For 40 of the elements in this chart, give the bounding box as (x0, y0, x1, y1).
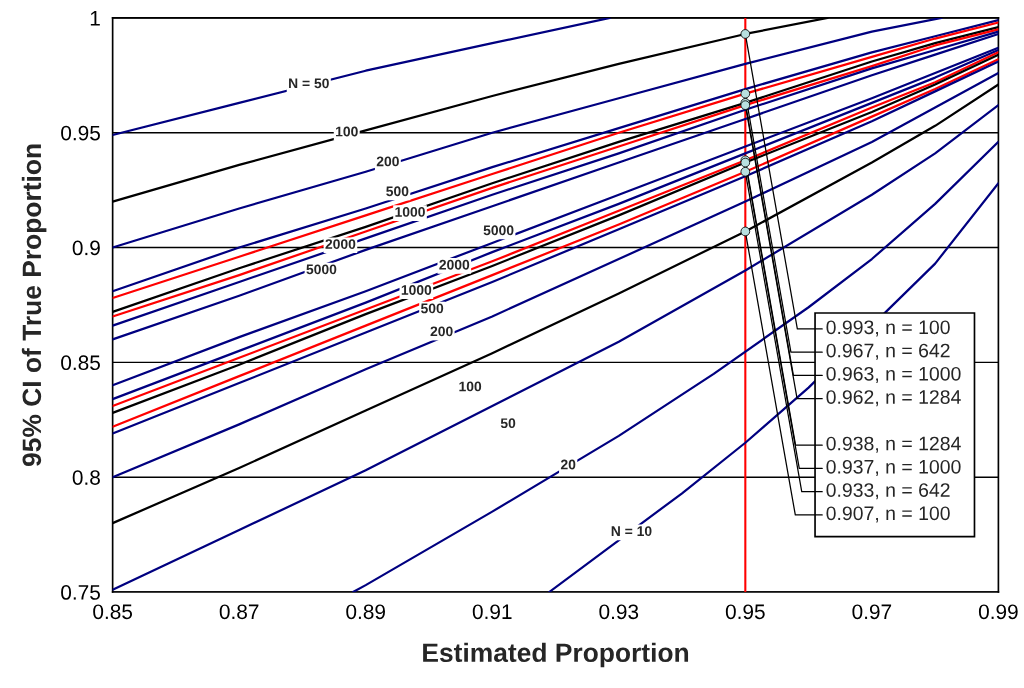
annotation: N = 10 (611, 526, 652, 537)
annotation: 2000 (325, 239, 356, 249)
annotation: 0.937, n = 1000 (826, 459, 961, 476)
annotation: 0.967, n = 642 (826, 343, 950, 360)
y-axis-title: 95% CI of True Proportion (21, 144, 47, 467)
annotation: 2000 (439, 259, 470, 270)
y-tick-label: 0.8 (72, 470, 100, 485)
annotation: 500 (420, 303, 444, 314)
annotation: 500 (386, 186, 409, 197)
y-tick-label: 0.9 (72, 240, 100, 256)
x-tick-label: 0.89 (346, 604, 385, 620)
annotation: 20 (560, 459, 576, 470)
x-axis-title: Estimated Proportion (423, 642, 689, 668)
annotation: 1000 (395, 206, 425, 217)
annotation: 50 (500, 418, 516, 429)
x-tick-label: 0.91 (472, 604, 512, 620)
annotation: 200 (430, 326, 453, 337)
annotation: 0.938, n = 1284 (826, 436, 961, 453)
x-tick-label: 0.97 (852, 604, 892, 620)
annotation: 0.907, n = 100 (826, 506, 950, 523)
annotation: 100 (459, 381, 482, 392)
annotation: 0.962, n = 1284 (826, 390, 961, 407)
x-tick-label: 0.99 (978, 604, 1018, 620)
annotation: 0.933, n = 642 (826, 483, 950, 500)
annotation: N = 50 (289, 78, 329, 89)
annotation: 5000 (483, 225, 514, 236)
annotation: 100 (336, 126, 358, 137)
x-tick-label: 0.93 (599, 604, 639, 620)
y-tick-label: 1 (90, 11, 100, 26)
annotation: 1000 (401, 285, 432, 295)
x-tick-label: 0.87 (219, 604, 259, 620)
y-tick-label: 0.75 (61, 585, 100, 600)
x-tick-label: 0.95 (725, 604, 765, 620)
y-tick-label: 0.85 (61, 355, 100, 371)
annotation: 0.963, n = 1000 (826, 366, 961, 383)
y-tick-label: 0.95 (61, 125, 100, 141)
annotation: 200 (376, 156, 399, 167)
x-tick-label: 0.85 (93, 604, 133, 620)
annotation: 5000 (306, 264, 337, 275)
annotation: 0.993, n = 100 (826, 320, 950, 337)
